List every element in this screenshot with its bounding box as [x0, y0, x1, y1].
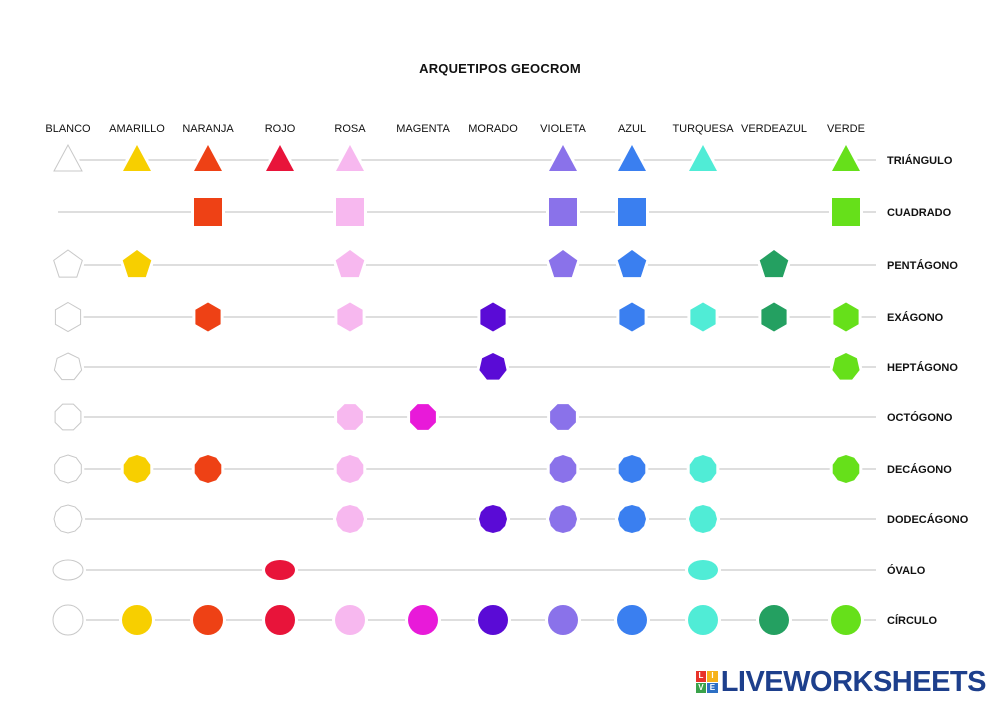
pentagon-rosa-shape [335, 250, 365, 278]
triangle-verde-shape [832, 145, 860, 171]
row-label: EXÁGONO [887, 311, 944, 324]
circle-rosa-shape [335, 605, 365, 635]
column-label-rosa: ROSA [334, 123, 366, 135]
column-label-naranja: NARANJA [182, 123, 234, 135]
circle-verde-shape [831, 605, 861, 635]
heptagon-verde-shape [832, 353, 860, 380]
decagon-violeta-shape [549, 455, 577, 483]
oval-blanco-shape [52, 559, 84, 581]
decagon-blanco-shape [54, 454, 82, 484]
decagon-naranja-shape [194, 455, 222, 483]
logo-letter: I [707, 671, 718, 682]
heptagon-morado-shape [479, 353, 507, 380]
decagon-amarillo-shape [123, 455, 151, 483]
pentagon-azul-shape [617, 250, 647, 278]
hexagon-verde-shape [833, 302, 859, 332]
circle-magenta-shape [408, 605, 438, 635]
logo-letter: E [707, 682, 718, 693]
square-violeta-shape [549, 198, 577, 226]
square-naranja-shape [194, 198, 222, 226]
octagon-violeta-shape [550, 404, 576, 430]
circle-violeta-shape [548, 605, 578, 635]
triangle-blanco-shape [53, 143, 83, 172]
octagon-magenta-shape [410, 404, 436, 430]
logo-letter: V [695, 682, 707, 693]
circle-amarillo-shape [122, 605, 152, 635]
oval-turquesa-shape [688, 560, 718, 580]
hexagon-rosa-shape [337, 302, 363, 332]
column-label-morado: MORADO [468, 123, 518, 135]
page-title: ARQUETIPOS GEOCROM [419, 61, 581, 76]
triangle-amarillo-shape [123, 145, 151, 171]
oval-rojo-shape [265, 560, 295, 580]
column-label-azul: AZUL [618, 123, 646, 135]
row-label: DECÁGONO [887, 463, 952, 476]
octagon-blanco-shape [54, 403, 82, 431]
hexagon-blanco-shape [54, 301, 82, 333]
hexagon-morado-shape [480, 302, 506, 332]
octagon-rosa-shape [337, 404, 363, 430]
triangle-violeta-shape [549, 145, 577, 171]
circle-verdeazul-shape [759, 605, 789, 635]
circle-turquesa-shape [688, 605, 718, 635]
triangle-naranja-shape [194, 145, 222, 171]
column-label-amarillo: AMARILLO [109, 123, 165, 135]
column-label-verdeazul: VERDEAZUL [741, 123, 807, 135]
row-label: HEPTÁGONO [887, 361, 958, 374]
hexagon-azul-shape [619, 302, 645, 332]
brand-name: LIVEWORKSHEETS [720, 665, 987, 698]
pentagon-verdeazul-shape [759, 250, 789, 278]
hexagon-turquesa-shape [690, 302, 716, 332]
pentagon-blanco-shape [53, 249, 83, 278]
circle-rojo-shape [265, 605, 295, 635]
hexagon-verdeazul-shape [761, 302, 787, 332]
decagon-azul-shape [618, 455, 646, 483]
column-label-blanco: BLANCO [45, 123, 91, 135]
triangle-turquesa-shape [689, 145, 717, 171]
square-rosa-shape [336, 198, 364, 226]
triangle-azul-shape [618, 145, 646, 171]
dodecagon-turquesa-shape [689, 505, 717, 533]
circle-morado-shape [478, 605, 508, 635]
decagon-turquesa-shape [689, 455, 717, 483]
dodecagon-azul-shape [618, 505, 646, 533]
pentagon-amarillo-shape [122, 250, 152, 278]
row-label: OCTÓGONO [887, 411, 953, 424]
row-label: PENTÁGONO [887, 259, 958, 272]
triangle-rosa-shape [336, 145, 364, 171]
circle-naranja-shape [193, 605, 223, 635]
column-label-turquesa: TURQUESA [672, 123, 734, 135]
decagon-rosa-shape [336, 455, 364, 483]
hexagon-naranja-shape [195, 302, 221, 332]
row-label: ÓVALO [887, 564, 926, 577]
dodecagon-morado-shape [479, 505, 507, 533]
logo-letter: L [695, 671, 707, 682]
column-label-violeta: VIOLETA [540, 123, 586, 135]
circle-azul-shape [617, 605, 647, 635]
row-label: DODECÁGONO [887, 513, 969, 526]
pentagon-violeta-shape [548, 250, 578, 278]
dodecagon-blanco-shape [53, 504, 83, 534]
square-azul-shape [618, 198, 646, 226]
circle-blanco-shape [52, 604, 84, 636]
dodecagon-violeta-shape [549, 505, 577, 533]
column-label-rojo: ROJO [265, 123, 296, 135]
decagon-verde-shape [832, 455, 860, 483]
triangle-rojo-shape [266, 145, 294, 171]
column-label-verde: VERDE [827, 123, 865, 135]
row-label: TRIÁNGULO [887, 154, 953, 167]
dodecagon-rosa-shape [336, 505, 364, 533]
row-label: CÍRCULO [887, 614, 938, 627]
row-label: CUADRADO [887, 207, 952, 219]
square-verde-shape [832, 198, 860, 226]
column-label-magenta: MAGENTA [396, 123, 450, 135]
heptagon-blanco-shape [53, 352, 83, 381]
